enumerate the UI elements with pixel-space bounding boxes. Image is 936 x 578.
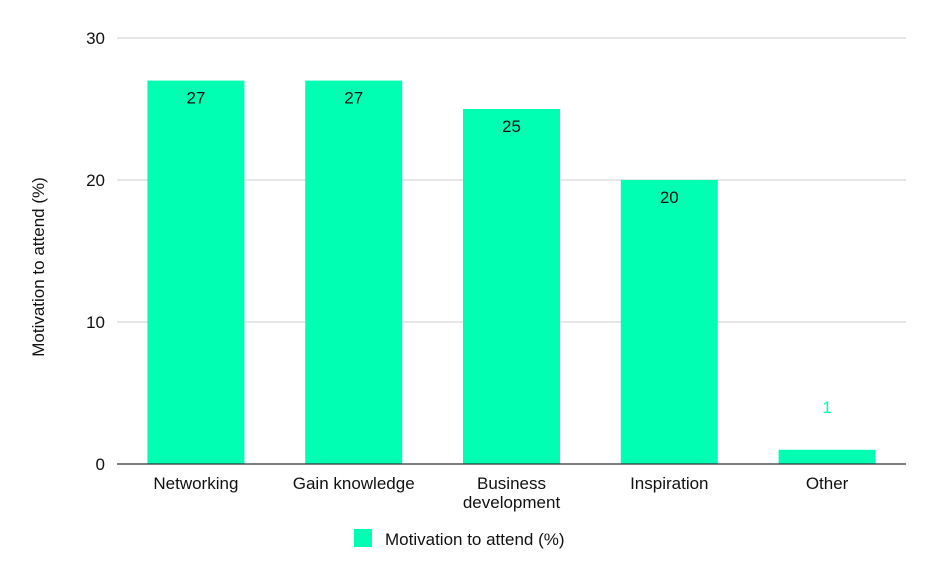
x-category-label: Business development	[463, 474, 561, 512]
x-category-label: Inspiration	[630, 474, 708, 493]
bars	[147, 80, 876, 464]
data-label: 20	[660, 188, 679, 207]
data-label: 27	[344, 89, 363, 108]
data-label: 27	[186, 89, 205, 108]
data-label: 1	[822, 398, 831, 417]
legend-swatch	[354, 529, 372, 547]
x-category-label: Gain knowledge	[293, 474, 415, 493]
y-tick-label: 10	[86, 313, 105, 332]
x-category-label: Networking	[153, 474, 238, 493]
y-axis-title: Motivation to attend (%)	[29, 177, 48, 357]
bar	[305, 80, 403, 464]
legend-label: Motivation to attend (%)	[385, 530, 565, 549]
y-tick-label: 20	[86, 171, 105, 190]
x-category-label: Other	[806, 474, 849, 493]
bar	[778, 449, 876, 464]
data-labels: 27 27 25 20 1	[186, 89, 831, 417]
bar	[147, 80, 245, 464]
y-tick-label: 0	[96, 455, 105, 474]
y-axis-ticks: 0 10 20 30	[86, 29, 105, 474]
x-axis-categories: Networking Gain knowledge Business developm…	[153, 474, 848, 512]
y-tick-label: 30	[86, 29, 105, 48]
data-label: 25	[502, 117, 521, 136]
legend: Motivation to attend (%)	[354, 529, 565, 549]
bar	[463, 109, 560, 464]
bar	[620, 180, 718, 464]
